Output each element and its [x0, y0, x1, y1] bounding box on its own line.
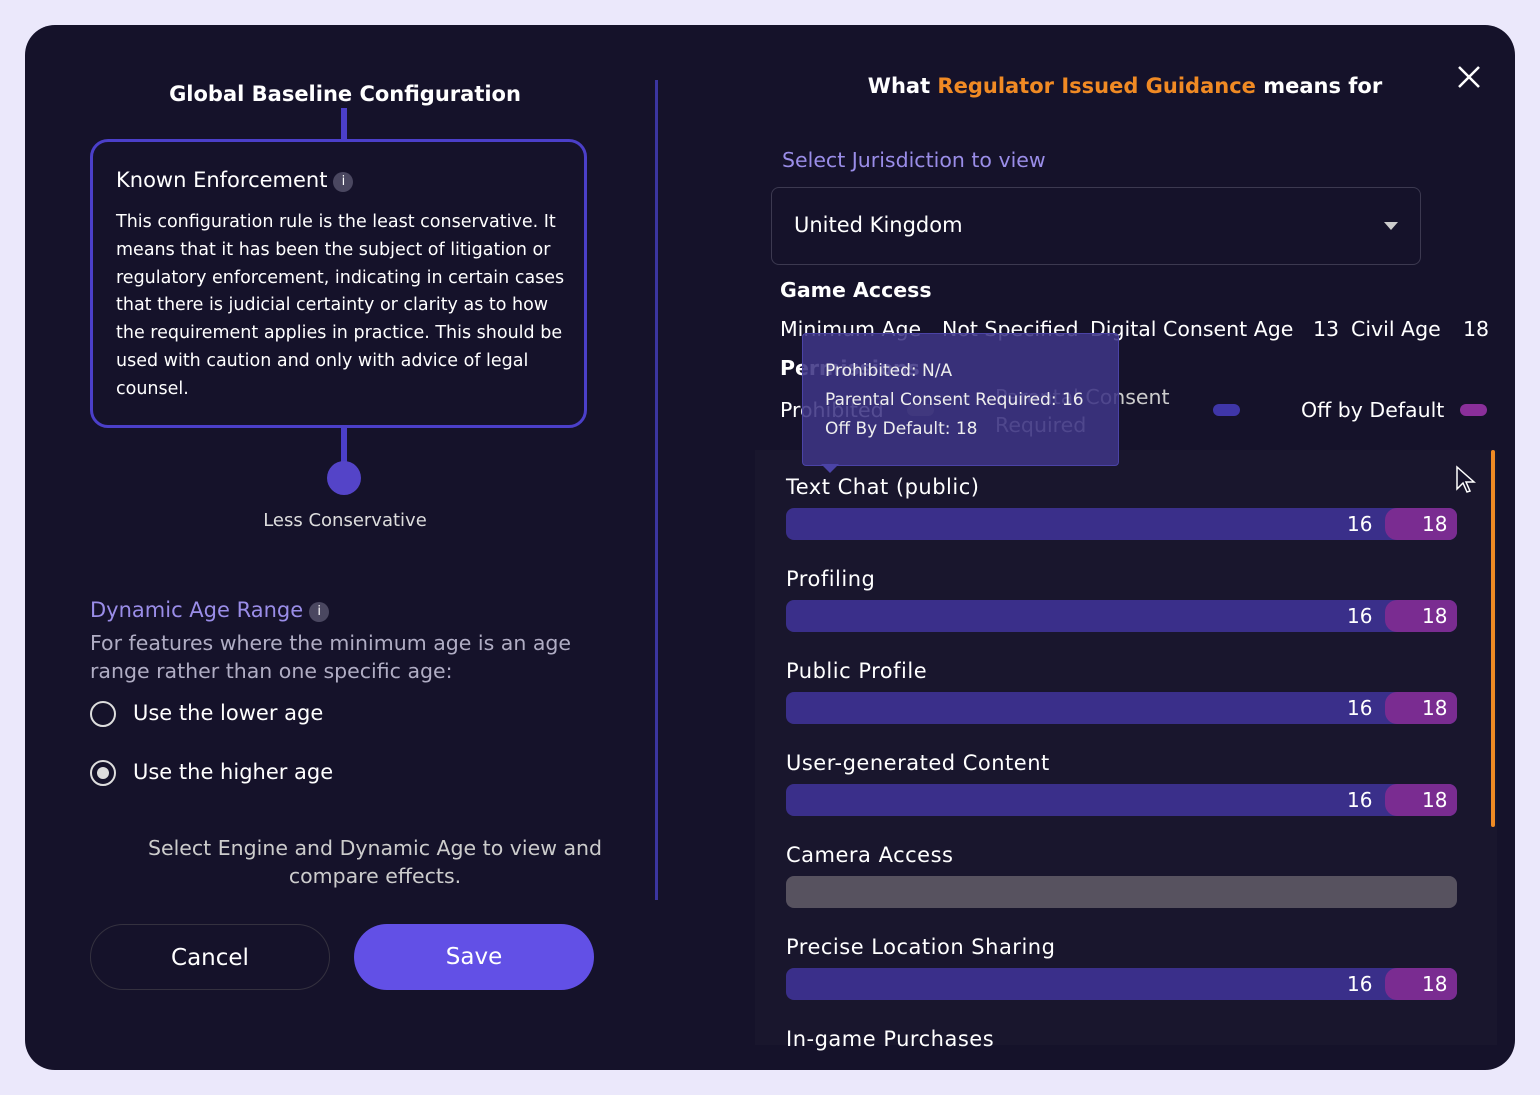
heading-prefix: What [867, 74, 931, 98]
card-title-text: Known Enforcement [116, 168, 328, 192]
radio-button[interactable] [90, 760, 116, 786]
off-default-age: 18 [1422, 696, 1448, 720]
tooltip-line: Off By Default: 18 [825, 419, 978, 439]
feature-list [755, 450, 1497, 1045]
close-button[interactable] [1457, 65, 1481, 89]
rule-card: Known Enforcement i This configuration ru… [90, 139, 587, 428]
info-icon[interactable]: i [333, 172, 354, 192]
feature-name: Text Chat (public) [786, 475, 980, 499]
card-title: Known Enforcement i [116, 168, 354, 192]
jurisdiction-select[interactable]: United Kingdom [771, 187, 1421, 265]
tooltip: Prohibited: N/A Parental Consent Require… [802, 333, 1119, 466]
heading-highlight: Regulator Issued Guidance [937, 74, 1256, 98]
off-default-age: 18 [1422, 604, 1448, 628]
dynamic-title: Dynamic Age Range i [90, 598, 330, 622]
off-default-segment [1385, 692, 1457, 724]
civil-age-label: Civil Age [1351, 317, 1441, 341]
feature-name: Camera Access [786, 843, 954, 867]
feature-name: Public Profile [786, 659, 928, 683]
feature-bar: 16 18 [786, 692, 1457, 724]
connector [341, 108, 347, 139]
radio-label: Use the higher age [133, 760, 334, 784]
off-default-age: 18 [1422, 788, 1448, 812]
info-icon[interactable]: i [309, 602, 330, 622]
consent-age: 16 [1347, 788, 1373, 812]
radio-button[interactable] [90, 701, 116, 727]
consent-age-value: 13 [1313, 317, 1340, 341]
consent-age: 16 [1347, 604, 1373, 628]
consent-age-label: Digital Consent Age [1090, 317, 1294, 341]
card-body: This configuration rule is the least con… [116, 212, 565, 399]
modal: Global Baseline Configuration Known Enfo… [25, 25, 1515, 1070]
dynamic-title-text: Dynamic Age Range [90, 598, 304, 622]
hint: Select Engine and Dynamic Age to view an… [147, 836, 603, 888]
legend-label: Off by Default [1301, 398, 1445, 422]
feature-bar: 16 18 [786, 968, 1457, 1000]
dynamic-description: For features where the minimum age is an… [90, 631, 572, 683]
dropdown-arrow [1384, 222, 1398, 230]
select-label: Select Jurisdiction to view [782, 148, 1046, 172]
slider-label: Less Conservative [263, 510, 427, 531]
feature-name: Profiling [786, 567, 876, 591]
off-default-age: 18 [1422, 512, 1448, 536]
jurisdiction-value: United Kingdom [794, 213, 963, 237]
cursor [1456, 465, 1476, 493]
feature-bar: 16 18 [786, 784, 1457, 816]
consent-age: 16 [1347, 696, 1373, 720]
off-default-segment [1385, 508, 1457, 540]
right-heading: What Regulator Issued Guidance means for [665, 74, 1515, 98]
off-default-segment [1385, 784, 1457, 816]
consent-age: 16 [1347, 972, 1373, 996]
cancel-button[interactable]: Cancel [90, 924, 330, 990]
radio-label: Use the lower age [133, 701, 324, 725]
civil-age-value: 18 [1463, 317, 1490, 341]
game-access-title: Game Access [780, 278, 932, 302]
divider [655, 80, 658, 900]
feature-name: Precise Location Sharing [786, 935, 1056, 959]
off-default-age: 18 [1422, 972, 1448, 996]
tooltip-arrow [821, 464, 839, 473]
scrollbar[interactable] [1491, 450, 1495, 827]
legend-swatch [1213, 404, 1240, 416]
feature-bar [786, 876, 1457, 908]
consent-age: 16 [1347, 512, 1373, 536]
tooltip-line: Prohibited: N/A [825, 361, 953, 381]
off-default-segment [1385, 968, 1457, 1000]
slider-handle[interactable] [327, 461, 361, 495]
legend-swatch [1460, 404, 1487, 416]
off-default-segment [1385, 600, 1457, 632]
tooltip-line: Parental Consent Required: 16 [825, 390, 1084, 410]
feature-bar: 16 18 [786, 508, 1457, 540]
feature-bar: 16 18 [786, 600, 1457, 632]
save-button[interactable]: Save [354, 924, 594, 990]
feature-name: In-game Purchases [786, 1027, 995, 1051]
left-title: Global Baseline Configuration [169, 82, 521, 106]
heading-suffix: means for [1263, 74, 1383, 98]
connector [341, 425, 347, 465]
feature-name: User-generated Content [786, 751, 1050, 775]
